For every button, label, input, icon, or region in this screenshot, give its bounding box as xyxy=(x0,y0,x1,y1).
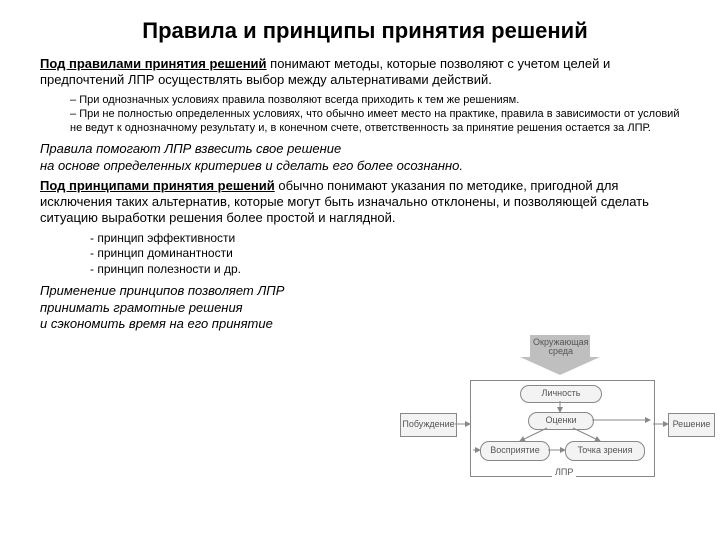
output-box: Решение xyxy=(668,413,715,437)
lpr-label: ЛПР xyxy=(552,467,576,477)
paragraph-rules: Под правилами принятия решений понимают … xyxy=(40,56,690,89)
principles-bullet-1: принцип эффективности xyxy=(90,231,690,247)
rules-summary: Правила помогают ЛПР взвесить свое решен… xyxy=(40,141,690,174)
rules-bullet-1: При однозначных условиях правила позволя… xyxy=(70,93,690,107)
input-box: Побуждение xyxy=(400,413,457,437)
principles-bullet-list: принцип эффективности принцип доминантно… xyxy=(40,231,690,278)
environment-label: Окружающая среда xyxy=(533,338,589,356)
perception-box: Восприятие xyxy=(480,441,550,461)
principles-bullet-3: принцип полезности и др. xyxy=(90,262,690,278)
rules-bullet-2: При не полностью определенных условиях, … xyxy=(70,107,690,136)
principles-term: Под принципами принятия решений xyxy=(40,178,275,193)
rules-term: Под правилами принятия решений xyxy=(40,56,267,71)
decision-diagram: Окружающая среда ЛПР Побуждение Решение … xyxy=(400,335,700,495)
personality-box: Личность xyxy=(520,385,602,403)
viewpoint-box: Точка зрения xyxy=(565,441,645,461)
principles-summary: Применение принципов позволяет ЛПР прини… xyxy=(40,283,391,332)
page-title: Правила и принципы принятия решений xyxy=(40,18,690,44)
principles-bullet-2: принцип доминантности xyxy=(90,246,690,262)
paragraph-principles: Под принципами принятия решений обычно п… xyxy=(40,178,690,227)
evaluations-box: Оценки xyxy=(528,412,594,430)
rules-bullet-list: При однозначных условиях правила позволя… xyxy=(40,93,690,136)
